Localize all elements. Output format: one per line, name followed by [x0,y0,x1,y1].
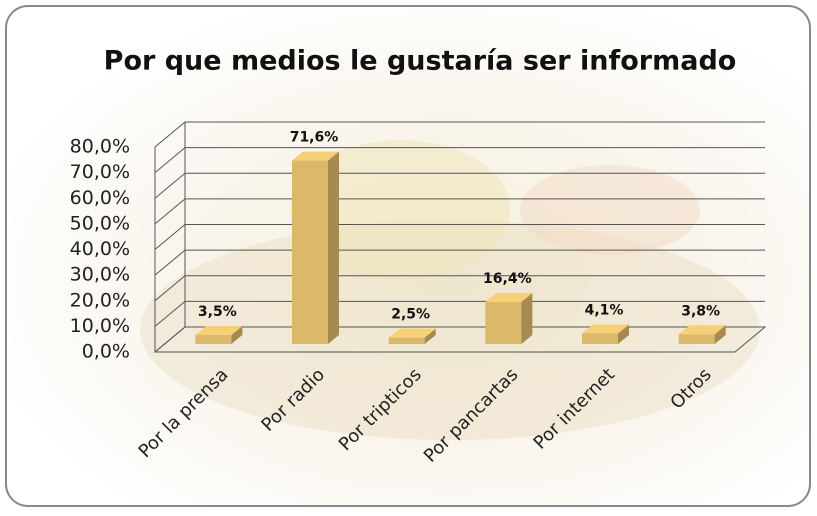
y-tick-label: 60,0% [70,187,130,209]
bar-front [485,302,521,344]
bar-front [389,338,425,344]
bar-front [195,335,231,344]
value-label: 71,6% [290,130,339,146]
bar-front [582,333,618,344]
y-tick-label: 30,0% [70,264,130,286]
y-tick-label: 40,0% [70,238,130,260]
bar-front [679,334,715,344]
y-tick-label: 10,0% [70,315,130,337]
value-label: 3,8% [681,303,720,319]
bar-side [328,152,339,344]
value-label: 16,4% [483,271,532,287]
y-tick-label: 0,0% [82,341,130,363]
bar-front [292,161,328,344]
value-label: 4,1% [585,302,624,318]
bar [485,293,532,344]
y-tick-label: 70,0% [70,161,130,183]
chart-title: Por que medios le gustaría ser informado [104,46,737,77]
bar-side [521,293,532,344]
value-label: 3,5% [198,304,237,320]
chart: Por que medios le gustaría ser informado… [0,0,817,512]
y-tick-label: 50,0% [70,212,130,234]
value-label: 2,5% [391,307,430,323]
y-tick-label: 20,0% [70,289,130,311]
y-tick-label: 80,0% [70,136,130,158]
bar [292,152,339,344]
fruit-decoration [520,165,700,255]
